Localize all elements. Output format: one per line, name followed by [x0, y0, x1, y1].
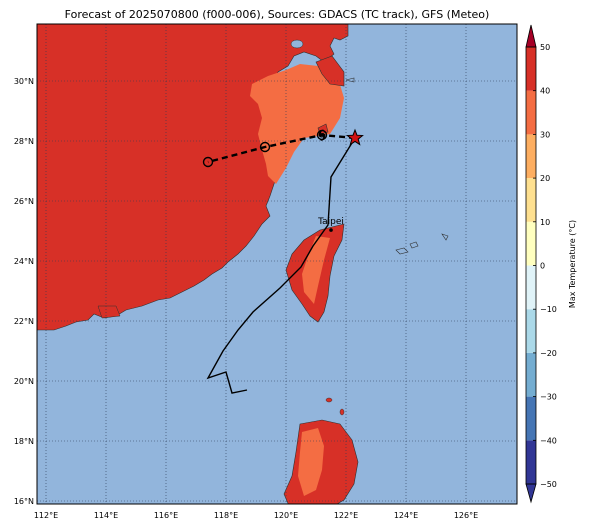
colorbar: −50 −40 −30 −20 −10 0 10 20 30 40 50 Max Temperatu…: [525, 24, 577, 504]
colorbar-tick-label: 10: [540, 218, 550, 227]
latitude-tick-label: 26°N: [14, 197, 34, 206]
colorbar-segment: [526, 309, 536, 353]
forecast-point-marker: [316, 129, 328, 141]
shanghai-peninsula: [315, 55, 345, 87]
latitude-gridlines: [37, 80, 517, 502]
colorbar-tick-label: 20: [540, 174, 550, 183]
ryukyu-islet-3: [441, 233, 449, 241]
typhoon-symbol-icon: 🌀︎: [318, 126, 326, 146]
colorbar-segment: [526, 352, 536, 397]
longitude-tick-label: 118°E: [214, 511, 238, 520]
latitude-tick-label: 20°N: [14, 377, 34, 386]
colorbar-tick-label: −50: [540, 480, 557, 489]
forecast-point-marker: [202, 156, 214, 168]
longitude-tick-label: 112°E: [34, 511, 58, 520]
zhejiang-mild-zone: [250, 60, 344, 184]
colorbar-tick-label: 50: [540, 43, 550, 52]
colorbar-label: Max Temperature (°C): [568, 220, 577, 308]
city-markers: Taipei: [317, 217, 344, 232]
colorbar-tick-label: 40: [540, 87, 550, 96]
past-track-line: [206, 137, 356, 394]
colorbar-tick-label: −40: [540, 436, 557, 445]
map-frame: [36, 23, 518, 505]
map-panel: 🌀︎ Taipei 16°N 18°N 20°N 22°N 24°N 26°N 28°N 30…: [14, 23, 518, 520]
colorbar-segment: [526, 134, 536, 179]
city-dot: [329, 228, 333, 232]
luzon-mild-zone: [298, 428, 324, 496]
longitude-tick-label: 114°E: [94, 511, 118, 520]
longitude-tick-label: 120°E: [274, 511, 298, 520]
colorbar-segment: [526, 440, 536, 484]
colorbar-segment: [526, 396, 536, 441]
colorbar-segment: [526, 265, 536, 310]
forecast-track-markers: [202, 129, 328, 168]
colorbar-segment: [526, 178, 536, 222]
latitude-tick-labels: 16°N 18°N 20°N 22°N 24°N 26°N 28°N 30°N: [14, 77, 34, 506]
longitude-tick-label: 116°E: [154, 511, 178, 520]
colorbar-tick-label: 0: [540, 262, 545, 271]
longitude-tick-label: 122°E: [334, 511, 358, 520]
colorbar-tick-label: −20: [540, 349, 557, 358]
ryukyu-islet-1: [395, 247, 409, 255]
latitude-tick-label: 28°N: [14, 137, 34, 146]
colorbar-tick-label: −10: [540, 305, 557, 314]
colorbar-min-extension: [525, 483, 537, 504]
latitude-tick-label: 22°N: [14, 317, 34, 326]
ryukyu-islet-2: [409, 241, 419, 249]
hong-kong-area: [97, 305, 121, 319]
babuyan-islet: [325, 397, 333, 403]
longitude-tick-label: 124°E: [394, 511, 418, 520]
forecast-point-marker: [259, 141, 271, 153]
colorbar-tick-label: 30: [540, 130, 550, 139]
forecast-track-line: [207, 133, 356, 164]
figure-title: Forecast of 2025070800 (f000-006), Sourc…: [65, 8, 490, 21]
city-label: Taipei: [317, 217, 344, 227]
latitude-tick-label: 30°N: [14, 77, 34, 86]
colorbar-tick-label: −30: [540, 393, 557, 402]
latitude-tick-label: 24°N: [14, 257, 34, 266]
land-layer: [37, 24, 449, 504]
longitude-tick-label: 126°E: [454, 511, 478, 520]
latitude-tick-label: 18°N: [14, 437, 34, 446]
colorbar-ticks: −50 −40 −30 −20 −10 0 10 20 30 40 50: [533, 43, 557, 489]
longitude-tick-labels: 112°E 114°E 116°E 118°E 120°E 122°E 124°E 126°E: [34, 511, 478, 520]
penghu-islet: [290, 39, 304, 49]
colorbar-segment: [526, 90, 536, 135]
longitude-gridlines: [45, 24, 467, 504]
latitude-tick-label: 16°N: [14, 497, 34, 506]
colorbar-segments: [525, 24, 537, 504]
colorbar-max-extension: [525, 24, 537, 48]
taiwan-mild-zone: [302, 236, 330, 304]
batanes-islet: [339, 408, 345, 416]
colorbar-segment: [526, 221, 536, 266]
colorbar-segment: [526, 47, 536, 91]
current-position-star-icon: [346, 128, 364, 146]
